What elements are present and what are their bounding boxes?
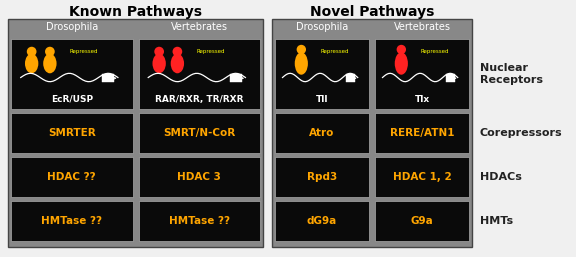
Bar — [375, 113, 469, 153]
Bar — [138, 157, 260, 197]
Text: Repressed: Repressed — [320, 49, 348, 54]
Text: HMTase ??: HMTase ?? — [41, 216, 103, 226]
Ellipse shape — [45, 47, 55, 57]
Text: Nuclear
Receptors: Nuclear Receptors — [480, 63, 543, 85]
Text: Repressed: Repressed — [69, 49, 98, 54]
Text: HDAC 1, 2: HDAC 1, 2 — [393, 172, 452, 182]
Text: Drosophila: Drosophila — [46, 22, 98, 32]
Text: G9a: G9a — [411, 216, 433, 226]
Text: Rpd3: Rpd3 — [307, 172, 337, 182]
Bar — [138, 39, 260, 109]
Text: RERE/ATN1: RERE/ATN1 — [390, 128, 454, 138]
Text: HMTs: HMTs — [480, 216, 513, 226]
Ellipse shape — [395, 52, 408, 75]
Bar — [445, 74, 455, 82]
Bar — [275, 39, 369, 109]
Ellipse shape — [27, 47, 36, 57]
Text: Tll: Tll — [316, 95, 328, 104]
Bar — [11, 157, 132, 197]
Text: RAR/RXR, TR/RXR: RAR/RXR, TR/RXR — [155, 95, 244, 104]
Bar — [11, 113, 132, 153]
Ellipse shape — [153, 54, 166, 73]
Text: Repressed: Repressed — [420, 49, 449, 54]
Text: SMRTER: SMRTER — [48, 128, 96, 138]
Bar — [138, 201, 260, 241]
Ellipse shape — [297, 45, 306, 54]
Text: Novel Pathways: Novel Pathways — [310, 5, 434, 19]
Bar — [375, 157, 469, 197]
Ellipse shape — [173, 47, 182, 57]
Ellipse shape — [397, 45, 406, 54]
Text: Corepressors: Corepressors — [480, 128, 563, 138]
Ellipse shape — [43, 54, 56, 73]
Text: HDAC 3: HDAC 3 — [177, 172, 221, 182]
Bar — [102, 74, 114, 82]
Text: Vertebrates: Vertebrates — [170, 22, 228, 32]
Ellipse shape — [25, 54, 39, 73]
Bar — [8, 19, 263, 247]
Bar — [11, 39, 132, 109]
Text: Drosophila: Drosophila — [296, 22, 348, 32]
Text: HDACs: HDACs — [480, 172, 522, 182]
Text: Tlx: Tlx — [415, 95, 430, 104]
Bar — [275, 201, 369, 241]
Bar — [275, 113, 369, 153]
Ellipse shape — [170, 54, 184, 73]
Text: Atro: Atro — [309, 128, 335, 138]
Bar — [275, 157, 369, 197]
Text: dG9a: dG9a — [307, 216, 337, 226]
Ellipse shape — [154, 47, 164, 57]
Text: EcR/USP: EcR/USP — [51, 95, 93, 104]
Bar — [272, 19, 472, 247]
Ellipse shape — [295, 52, 308, 75]
Text: Known Pathways: Known Pathways — [69, 5, 202, 19]
Bar — [346, 74, 355, 82]
Bar — [375, 201, 469, 241]
Text: HDAC ??: HDAC ?? — [47, 172, 96, 182]
Text: Repressed: Repressed — [197, 49, 225, 54]
Text: SMRT/N-CoR: SMRT/N-CoR — [163, 128, 236, 138]
Bar — [230, 74, 242, 82]
Bar — [375, 39, 469, 109]
Bar — [11, 201, 132, 241]
Text: HMTase ??: HMTase ?? — [169, 216, 230, 226]
Bar — [138, 113, 260, 153]
Text: Vertebrates: Vertebrates — [393, 22, 450, 32]
